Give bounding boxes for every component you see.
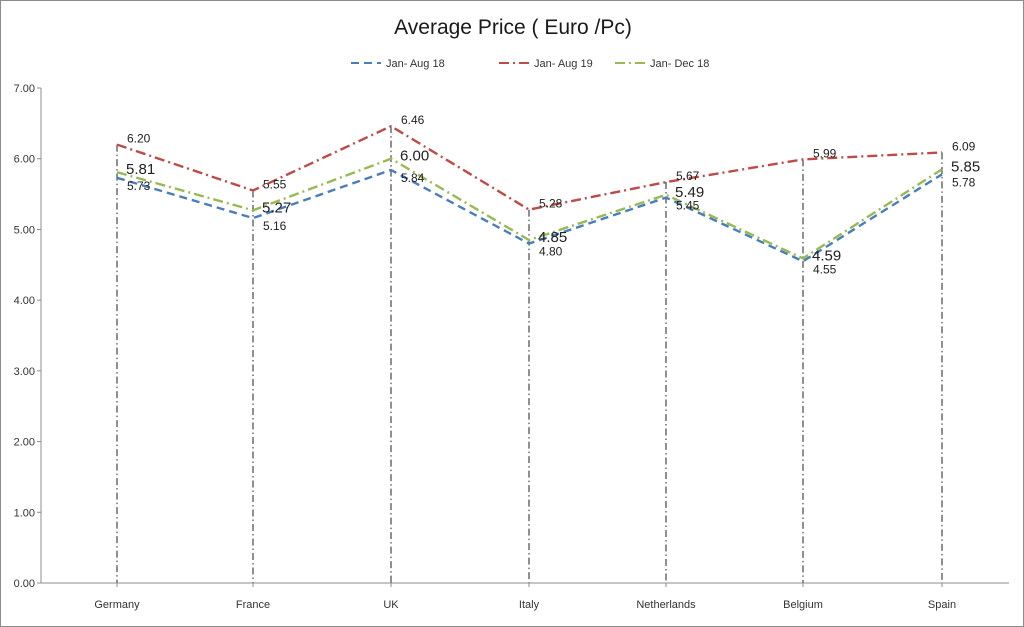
- data-label: 5.85: [951, 158, 980, 175]
- x-tick-label: Spain: [928, 599, 956, 611]
- y-tick-label: 4.00: [14, 295, 35, 307]
- x-tick-label: Italy: [519, 599, 540, 611]
- data-label: 5.45: [676, 199, 700, 213]
- x-tick-label: UK: [383, 599, 399, 611]
- data-label: 5.49: [675, 184, 704, 201]
- data-label: 6.00: [400, 148, 429, 165]
- data-label: 4.59: [812, 247, 841, 264]
- data-label: 4.55: [813, 262, 837, 276]
- legend-entry: Jan- Aug 19: [534, 58, 593, 70]
- x-tick-label: Netherlands: [636, 599, 696, 611]
- data-label: 5.27: [262, 199, 291, 216]
- legend: Jan- Aug 18 Jan- Aug 19 Jan- Dec 18: [351, 58, 709, 70]
- drop-lines: [116, 126, 943, 583]
- y-tick-label: 6.00: [14, 154, 35, 166]
- data-label: 4.80: [539, 245, 563, 259]
- data-label: 6.46: [401, 113, 425, 127]
- data-label: 5.55: [263, 178, 287, 192]
- data-label: 5.81: [126, 161, 155, 178]
- legend-entry: Jan- Dec 18: [650, 58, 709, 70]
- y-tick-label: 7.00: [14, 83, 35, 95]
- series-lines: [116, 124, 943, 263]
- y-tick-label: 5.00: [14, 224, 35, 236]
- data-label: 5.73: [127, 179, 151, 193]
- series-line: [116, 157, 943, 260]
- data-labels: 5.73 5.16 5.84 4.80 5.45 4.55 5.78 6.20 5.55 6.46…: [126, 113, 980, 276]
- chart-title: Average Price ( Euro /Pc): [394, 16, 632, 39]
- series-line: [116, 168, 943, 263]
- y-tick-label: 3.00: [14, 366, 35, 378]
- x-tick-label: Belgium: [783, 599, 823, 611]
- y-tick-label: 0.00: [14, 578, 35, 590]
- series-line: [116, 124, 943, 211]
- data-label: 5.28: [539, 197, 563, 211]
- legend-entry: Jan- Aug 18: [386, 58, 445, 70]
- axes: 0.00 1.00 2.00 3.00 4.00 5.00 6.00 7.00 Germany F…: [14, 83, 1009, 611]
- y-tick-label: 2.00: [14, 437, 35, 449]
- data-label: 5.84: [401, 171, 425, 185]
- data-label: 5.78: [952, 175, 976, 189]
- data-label: 4.85: [538, 229, 567, 246]
- data-label: 6.09: [952, 139, 976, 153]
- x-tick-label: France: [236, 599, 270, 611]
- data-label: 6.20: [127, 132, 151, 146]
- y-tick-label: 1.00: [14, 507, 35, 519]
- x-tick-label: Germany: [94, 599, 140, 611]
- data-label: 5.67: [676, 169, 700, 183]
- data-label: 5.99: [813, 146, 837, 160]
- data-label: 5.16: [263, 219, 287, 233]
